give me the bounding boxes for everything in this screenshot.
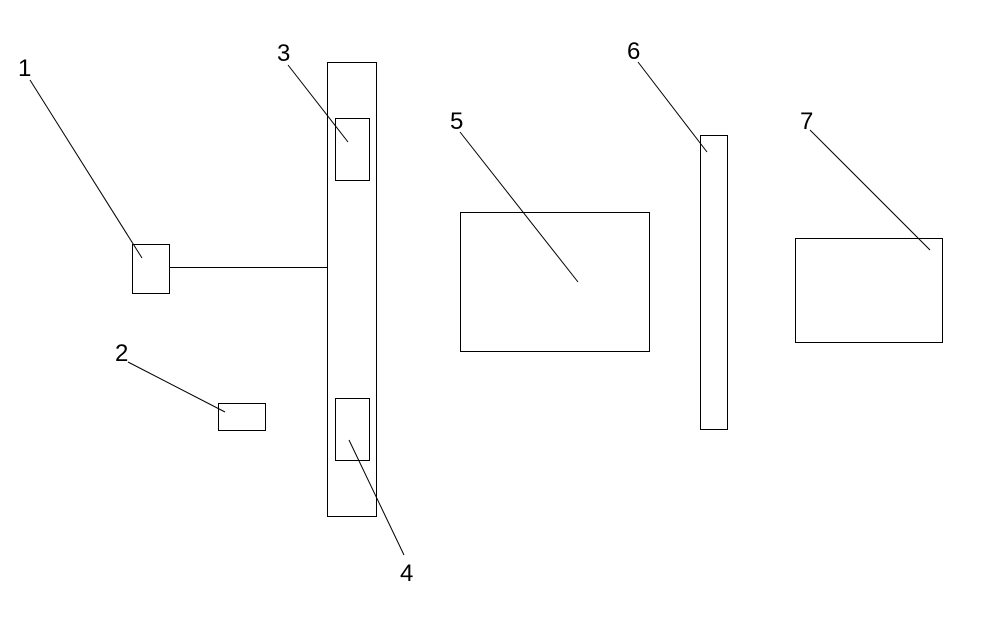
rect-4 <box>335 398 370 461</box>
rect-3 <box>335 118 370 181</box>
leader-line-1 <box>30 80 142 258</box>
leader-line-6 <box>638 62 707 152</box>
rect-5 <box>460 212 650 352</box>
label-6: 6 <box>627 38 640 66</box>
label-5: 5 <box>450 108 463 136</box>
leader-line-7 <box>810 130 930 250</box>
rect-1 <box>132 244 170 294</box>
label-1: 1 <box>18 55 31 83</box>
connector-line <box>170 267 327 268</box>
label-4: 4 <box>400 560 413 588</box>
label-2: 2 <box>115 340 128 368</box>
label-3: 3 <box>277 40 290 68</box>
vertical-bar-6 <box>700 135 728 430</box>
rect-2 <box>218 403 266 431</box>
label-7: 7 <box>800 108 813 136</box>
rect-7 <box>795 238 943 343</box>
leader-line-2 <box>128 362 225 412</box>
